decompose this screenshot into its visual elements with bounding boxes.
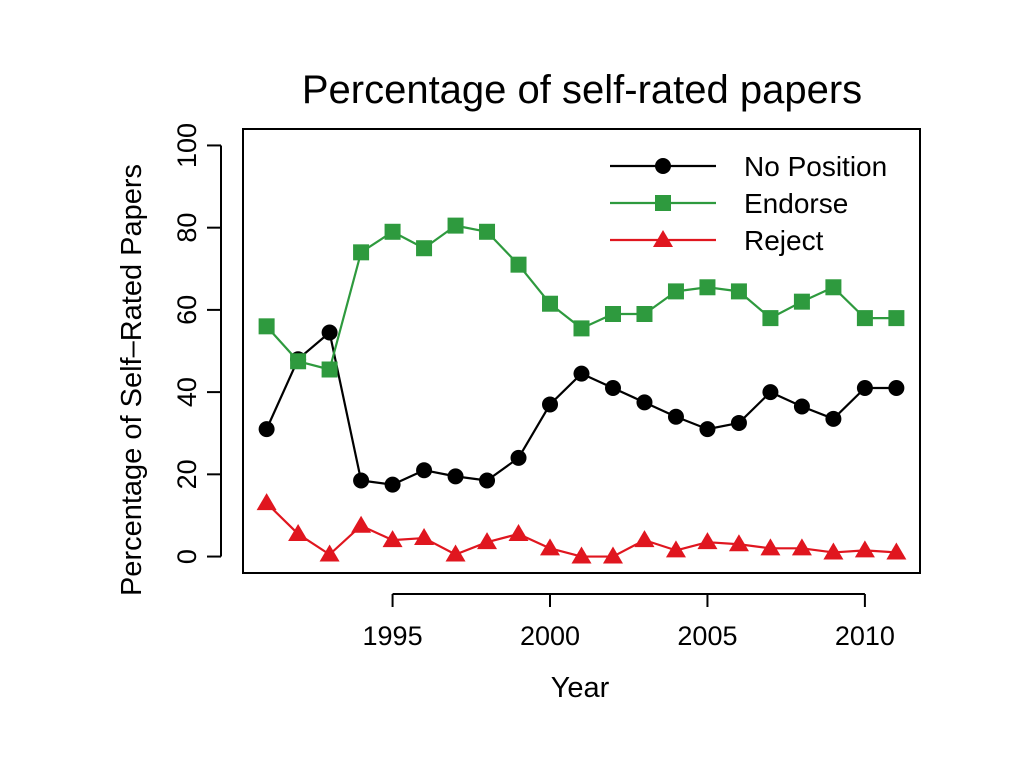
- legend-marker-endorse: [655, 195, 671, 211]
- data-point-no-position: [730, 414, 747, 431]
- data-point-no-position: [258, 421, 275, 438]
- y-axis: 0 20 40 60 80 100: [172, 123, 222, 564]
- data-point-reject: [728, 534, 749, 552]
- data-point-no-position: [636, 394, 653, 411]
- chart-title: Percentage of self-rated papers: [302, 68, 862, 112]
- data-point-no-position: [416, 462, 433, 479]
- legend-item-no-position: No Position: [610, 151, 887, 182]
- data-point-endorse: [384, 223, 401, 240]
- data-point-reject: [791, 538, 812, 556]
- y-tick-label: 100: [172, 123, 202, 168]
- data-point-no-position: [479, 472, 496, 489]
- series-reject: [256, 493, 907, 564]
- data-point-endorse: [416, 240, 433, 257]
- data-point-no-position: [825, 410, 842, 427]
- x-axis: 1995 2000 2005 2010: [363, 593, 895, 651]
- x-tick-label: 2005: [677, 621, 737, 651]
- data-point-no-position: [888, 380, 905, 396]
- data-point-reject: [319, 544, 340, 562]
- data-point-reject: [414, 528, 435, 546]
- data-point-reject: [351, 515, 372, 533]
- data-point-no-position: [353, 472, 370, 489]
- data-point-endorse: [762, 310, 779, 327]
- legend-marker-reject: [653, 230, 673, 247]
- data-point-endorse: [447, 217, 464, 234]
- x-tick-label: 1995: [363, 621, 423, 651]
- legend-item-reject: Reject: [610, 225, 824, 256]
- data-point-reject: [508, 523, 529, 541]
- data-point-reject: [854, 540, 875, 558]
- data-point-no-position: [667, 408, 684, 425]
- data-point-endorse: [542, 295, 559, 312]
- data-point-reject: [602, 546, 623, 564]
- data-point-reject: [477, 532, 498, 550]
- data-point-endorse: [258, 318, 275, 335]
- y-tick-label: 60: [172, 295, 202, 325]
- x-axis-label: Year: [551, 672, 610, 704]
- data-point-endorse: [573, 320, 590, 337]
- data-point-reject: [697, 532, 718, 550]
- data-point-no-position: [447, 468, 464, 485]
- data-point-endorse: [290, 353, 307, 370]
- series-layer: [256, 217, 907, 564]
- data-point-no-position: [321, 324, 338, 341]
- data-point-endorse: [604, 306, 621, 322]
- data-point-no-position: [510, 449, 527, 466]
- data-point-reject: [540, 538, 561, 556]
- data-point-endorse: [479, 223, 496, 240]
- legend-label-reject: Reject: [744, 225, 824, 256]
- data-point-no-position: [762, 384, 779, 401]
- data-point-reject: [634, 530, 655, 548]
- data-point-reject: [760, 538, 781, 556]
- y-tick-label: 20: [172, 459, 202, 489]
- data-point-reject: [288, 523, 309, 541]
- data-point-reject: [256, 493, 277, 511]
- data-point-no-position: [384, 476, 401, 493]
- legend-label-no-position: No Position: [744, 151, 887, 182]
- data-point-reject: [823, 542, 844, 560]
- series-no-position: [258, 324, 905, 493]
- data-point-no-position: [793, 398, 810, 415]
- data-point-endorse: [856, 310, 873, 327]
- series-endorse: [258, 217, 905, 378]
- data-point-no-position: [604, 380, 621, 396]
- data-point-endorse: [825, 279, 842, 296]
- y-tick-label: 0: [172, 549, 202, 564]
- x-tick-label: 2000: [520, 621, 580, 651]
- data-point-reject: [886, 542, 907, 560]
- data-point-endorse: [730, 283, 747, 300]
- data-point-endorse: [667, 283, 684, 300]
- legend-item-endorse: Endorse: [610, 188, 848, 219]
- x-tick-label: 2010: [835, 621, 895, 651]
- data-point-endorse: [636, 306, 653, 322]
- data-point-reject: [445, 544, 466, 562]
- legend-label-endorse: Endorse: [744, 188, 848, 219]
- data-point-endorse: [510, 256, 527, 273]
- data-point-no-position: [542, 396, 559, 413]
- data-point-endorse: [793, 293, 810, 310]
- data-point-no-position: [573, 365, 590, 382]
- data-point-no-position: [699, 421, 716, 438]
- data-point-endorse: [321, 361, 338, 378]
- data-point-reject: [382, 530, 403, 548]
- data-point-endorse: [353, 244, 370, 261]
- data-point-reject: [665, 540, 686, 558]
- plot-frame: [242, 128, 921, 574]
- data-point-endorse: [699, 279, 716, 296]
- y-tick-label: 40: [172, 377, 202, 407]
- legend-marker-no-position: [655, 158, 671, 174]
- y-tick-label: 80: [172, 213, 202, 243]
- data-point-reject: [571, 546, 592, 564]
- legend: No Position Endorse Reject: [610, 151, 887, 256]
- data-point-no-position: [856, 380, 873, 396]
- y-axis-label: Percentage of Self–Rated Papers: [116, 164, 148, 596]
- data-point-endorse: [888, 310, 905, 327]
